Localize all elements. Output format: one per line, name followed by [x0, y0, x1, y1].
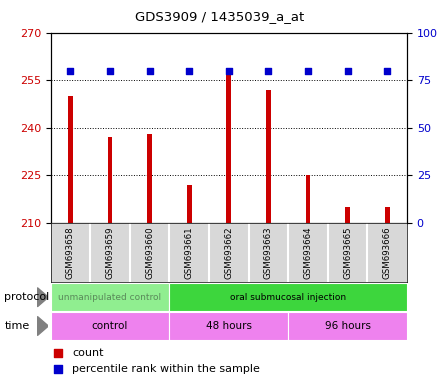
Bar — [385, 207, 389, 223]
Point — [384, 68, 391, 74]
Text: protocol: protocol — [4, 292, 50, 302]
Point — [304, 68, 312, 74]
Text: GSM693660: GSM693660 — [145, 226, 154, 279]
Bar — [169, 283, 407, 311]
Bar — [187, 185, 191, 223]
Text: GSM693664: GSM693664 — [304, 226, 312, 279]
Bar — [288, 312, 407, 340]
Text: percentile rank within the sample: percentile rank within the sample — [72, 364, 260, 374]
Text: control: control — [92, 321, 128, 331]
Text: time: time — [4, 321, 29, 331]
Text: count: count — [72, 348, 103, 358]
Point — [186, 68, 193, 74]
Polygon shape — [37, 288, 48, 307]
Point — [146, 68, 153, 74]
Text: 48 hours: 48 hours — [206, 321, 252, 331]
Bar — [108, 137, 112, 223]
Text: GSM693661: GSM693661 — [185, 226, 194, 279]
Text: GSM693658: GSM693658 — [66, 226, 75, 279]
Text: unmanipulated control: unmanipulated control — [59, 293, 161, 302]
Bar — [147, 134, 152, 223]
Text: GSM693662: GSM693662 — [224, 226, 233, 279]
Point — [265, 68, 272, 74]
Point — [106, 68, 114, 74]
Bar — [306, 175, 310, 223]
Bar — [169, 312, 288, 340]
Text: 96 hours: 96 hours — [325, 321, 370, 331]
Bar — [51, 312, 169, 340]
Bar — [227, 74, 231, 223]
Text: GSM693665: GSM693665 — [343, 226, 352, 279]
Point — [225, 68, 232, 74]
Text: GSM693663: GSM693663 — [264, 226, 273, 279]
Text: GSM693659: GSM693659 — [106, 226, 114, 279]
Point — [290, 260, 297, 266]
Text: GDS3909 / 1435039_a_at: GDS3909 / 1435039_a_at — [136, 10, 304, 23]
Polygon shape — [37, 316, 48, 336]
Bar — [68, 96, 73, 223]
Point — [344, 68, 351, 74]
Bar — [266, 90, 271, 223]
Text: oral submucosal injection: oral submucosal injection — [230, 293, 346, 302]
Point — [67, 68, 74, 74]
Point — [290, 106, 297, 113]
Bar — [345, 207, 350, 223]
Bar — [51, 283, 169, 311]
Text: GSM693666: GSM693666 — [383, 226, 392, 279]
